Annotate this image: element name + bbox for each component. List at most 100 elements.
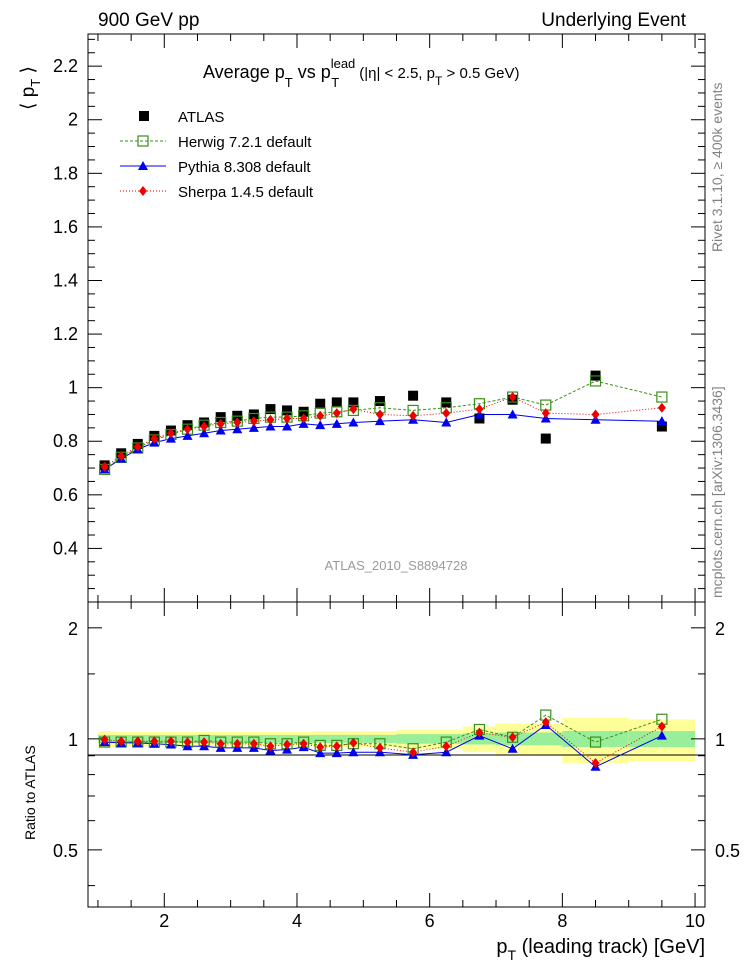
legend: ATLAS Herwig 7.2.1 default Pythia 8.308 … (120, 109, 314, 201)
ratio-point-sherpa (133, 736, 142, 747)
legend-item-sherpa: Sherpa 1.4.5 default (120, 184, 314, 201)
ratio-y-tick-label-right: 2 (715, 619, 725, 639)
ratio-band-inner (313, 734, 331, 743)
ratio-x-ticks: 2 4 6 8 10 (97, 602, 705, 931)
ratio-y-tick-label: 1 (68, 730, 78, 750)
main-series (98, 370, 668, 475)
main-point-sherpa (249, 416, 258, 427)
mcplots-label: mcplots.cern.ch [arXiv:1306.3436] (709, 386, 725, 598)
main-point-sherpa (266, 414, 275, 425)
chart-title: Average pT vs plead T(|η| < 2.5, pT > 0.5… (203, 56, 519, 90)
main-point-sherpa (508, 392, 517, 403)
ratio-y-tick-label: 2 (68, 619, 78, 639)
main-point-pythia (315, 420, 326, 430)
ratio-band-inner (247, 734, 264, 743)
rivet-label: Rivet 3.1.10, ≥ 400k events (709, 82, 725, 252)
main-y-tick-label: 1.2 (53, 324, 78, 344)
main-point-pythia (265, 421, 276, 431)
ratio-point-pythia (507, 743, 518, 753)
main-point-atlas (315, 398, 326, 409)
legend-marker-sherpa (139, 186, 147, 196)
legend-label-sherpa: Sherpa 1.4.5 default (178, 184, 314, 201)
ratio-point-sherpa (249, 738, 258, 749)
ratio-y-ticks: 0.5 0.5 1 1 2 2 (53, 619, 740, 887)
legend-item-atlas: ATLAS (139, 109, 224, 126)
ratio-point-pythia (315, 748, 326, 758)
main-point-pythia (182, 430, 193, 440)
x-tick-label: 8 (557, 911, 567, 931)
main-point-atlas (540, 433, 551, 444)
main-point-sherpa (316, 410, 325, 421)
ratio-point-sherpa (409, 747, 418, 758)
main-point-pythia (507, 409, 518, 419)
ratio-y-axis-label: Ratio to ATLAS (22, 745, 38, 840)
main-point-pythia (656, 416, 667, 426)
x-tick-label: 10 (685, 911, 705, 931)
main-point-sherpa (299, 413, 308, 424)
ratio-point-sherpa (657, 721, 666, 732)
main-point-atlas (374, 396, 385, 407)
ratio-band-inner (429, 734, 463, 744)
main-point-herwig (656, 391, 668, 403)
main-point-pythia (199, 428, 210, 438)
main-point-sherpa (349, 404, 358, 415)
ratio-point-sherpa (316, 742, 325, 753)
ratio-point-sherpa (375, 742, 384, 753)
ratio-point-sherpa (508, 732, 517, 743)
ratio-point-sherpa (233, 738, 242, 749)
ratio-line-pythia (104, 724, 663, 768)
main-point-herwig (589, 375, 602, 387)
ratio-y-tick-label-right: 0.5 (715, 841, 740, 861)
main-y-axis-label: ⟨ pT ⟩ (18, 66, 43, 110)
ratio-y-tick-label-right: 1 (715, 730, 725, 750)
x-axis-label: pT (leading track) [GeV] (496, 936, 705, 963)
main-point-sherpa (283, 413, 292, 424)
ratio-band-inner (330, 734, 347, 743)
main-point-atlas (474, 413, 485, 424)
ratio-point-sherpa (283, 739, 292, 750)
main-y-tick-label: 1.8 (53, 163, 78, 183)
main-panel: 0.4 0.6 0.8 1 1.2 1.4 1.6 1.8 2 2.2 Average pT vs… (18, 33, 706, 603)
main-point-sherpa (200, 421, 209, 432)
ratio-panel: 0.5 0.5 1 1 2 2 2 4 6 8 10 Ratio to ATLAS pT (lea… (22, 601, 740, 963)
main-y-ticks: 0.4 0.6 0.8 1 1.2 1.4 1.6 1.8 2 2.2 (53, 38, 705, 603)
main-point-atlas (656, 421, 667, 432)
ratio-y-tick-label: 0.5 (53, 841, 78, 861)
main-point-atlas (265, 404, 276, 415)
main-x-ticks (97, 34, 696, 602)
main-point-pythia (248, 422, 259, 432)
header-right-label: Underlying Event (541, 10, 686, 31)
legend-marker-atlas (139, 111, 149, 121)
ratio-point-sherpa (541, 717, 550, 728)
main-y-tick-label: 1.6 (53, 217, 78, 237)
ratio-band-inner (197, 734, 215, 743)
ratio-point-sherpa (183, 737, 192, 748)
main-point-atlas (331, 397, 342, 408)
main-point-pythia (441, 417, 452, 427)
main-y-tick-label: 0.4 (53, 538, 78, 558)
ratio-point-sherpa (591, 758, 600, 769)
ratio-point-pythia (348, 747, 359, 757)
ratio-point-sherpa (117, 736, 126, 747)
ratio-point-pythia (331, 748, 342, 758)
main-y-tick-label: 1 (68, 378, 78, 398)
legend-label-herwig: Herwig 7.2.1 default (178, 134, 312, 151)
main-point-sherpa (100, 461, 109, 472)
main-y-tick-label: 2.2 (53, 56, 78, 76)
ratio-point-sherpa (150, 736, 159, 747)
ratio-band-inner (230, 734, 248, 743)
legend-item-pythia: Pythia 8.308 default (120, 159, 311, 176)
legend-label-pythia: Pythia 8.308 default (178, 159, 311, 176)
x-tick-label: 2 (159, 911, 169, 931)
main-point-sherpa (133, 441, 142, 452)
legend-marker-pythia (138, 161, 148, 170)
main-point-pythia (331, 418, 342, 428)
main-point-pythia (232, 424, 243, 434)
x-tick-label: 4 (292, 911, 302, 931)
ratio-point-sherpa (442, 741, 451, 752)
main-point-sherpa (541, 408, 550, 419)
ratio-point-sherpa (475, 727, 484, 738)
legend-label-atlas: ATLAS (178, 109, 224, 126)
main-y-tick-label: 0.8 (53, 431, 78, 451)
